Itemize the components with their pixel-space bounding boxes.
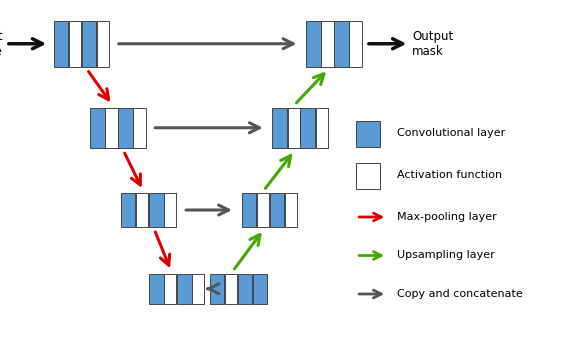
- Bar: [192, 274, 205, 304]
- Bar: [96, 21, 109, 66]
- Text: Convolutional layer: Convolutional layer: [397, 128, 505, 138]
- Bar: [210, 274, 224, 304]
- Bar: [356, 163, 380, 189]
- Bar: [118, 108, 132, 148]
- Bar: [241, 193, 256, 227]
- Text: Max-pooling layer: Max-pooling layer: [397, 212, 496, 222]
- Text: Output
mask: Output mask: [412, 30, 453, 58]
- Bar: [306, 21, 320, 66]
- Bar: [164, 193, 177, 227]
- Bar: [349, 21, 361, 66]
- Bar: [285, 193, 297, 227]
- Bar: [53, 21, 68, 66]
- Bar: [164, 274, 177, 304]
- Bar: [334, 21, 349, 66]
- Bar: [316, 108, 328, 148]
- Bar: [133, 108, 145, 148]
- Bar: [273, 108, 287, 148]
- Bar: [301, 108, 315, 148]
- Bar: [105, 108, 117, 148]
- Bar: [121, 193, 136, 227]
- Bar: [81, 21, 96, 66]
- Bar: [238, 274, 252, 304]
- Bar: [177, 274, 192, 304]
- Bar: [356, 121, 380, 147]
- Text: Activation function: Activation function: [397, 170, 502, 180]
- Bar: [224, 274, 237, 304]
- Bar: [257, 193, 269, 227]
- Bar: [90, 108, 104, 148]
- Bar: [252, 274, 267, 304]
- Bar: [288, 108, 300, 148]
- Bar: [68, 21, 81, 66]
- Text: Upsampling layer: Upsampling layer: [397, 251, 494, 260]
- Bar: [149, 274, 164, 304]
- Text: Copy and concatenate: Copy and concatenate: [397, 289, 522, 299]
- Bar: [270, 193, 284, 227]
- Bar: [149, 193, 164, 227]
- Bar: [321, 21, 333, 66]
- Text: Input
Image: Input Image: [0, 30, 3, 58]
- Bar: [136, 193, 148, 227]
